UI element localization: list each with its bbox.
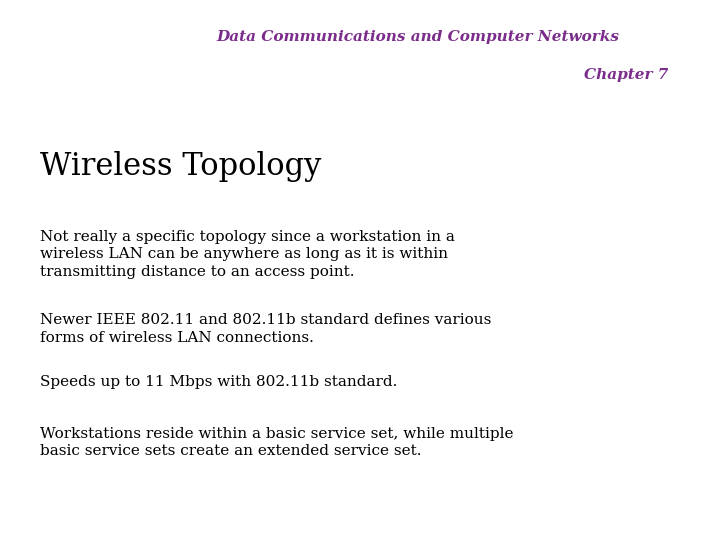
Text: Data Communications and Computer Networks: Data Communications and Computer Network… bbox=[216, 30, 619, 44]
Text: Speeds up to 11 Mbps with 802.11b standard.: Speeds up to 11 Mbps with 802.11b standa… bbox=[40, 375, 397, 389]
Text: Not really a specific topology since a workstation in a
wireless LAN can be anyw: Not really a specific topology since a w… bbox=[40, 230, 454, 279]
Text: Wireless Topology: Wireless Topology bbox=[40, 151, 321, 182]
Text: Chapter 7: Chapter 7 bbox=[584, 68, 669, 82]
Text: Workstations reside within a basic service set, while multiple
basic service set: Workstations reside within a basic servi… bbox=[40, 427, 513, 458]
Text: Newer IEEE 802.11 and 802.11b standard defines various
forms of wireless LAN con: Newer IEEE 802.11 and 802.11b standard d… bbox=[40, 313, 491, 345]
